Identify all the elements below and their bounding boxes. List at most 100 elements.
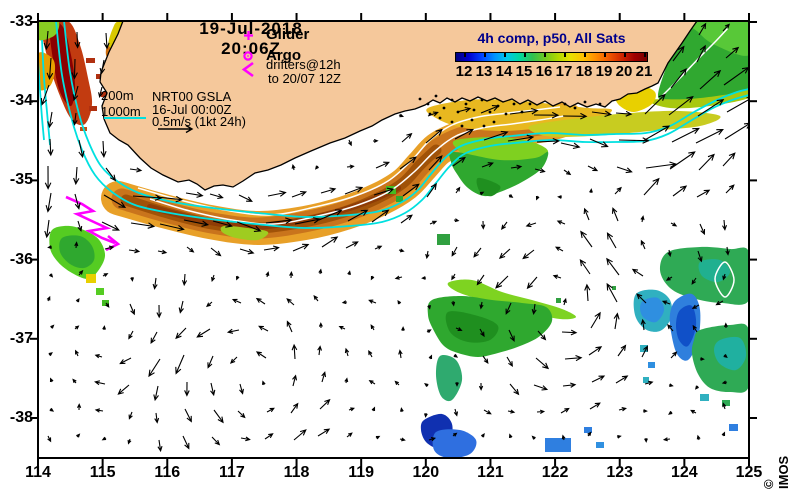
current-arrow — [399, 437, 406, 442]
colorbar-tick-label: 17 — [555, 63, 573, 80]
current-arrow — [47, 111, 54, 129]
current-arrow — [150, 331, 158, 345]
sst-patch — [596, 442, 604, 448]
current-arrow — [156, 195, 184, 203]
current-arrow — [47, 435, 52, 443]
current-arrow — [613, 312, 620, 330]
current-arrow — [722, 273, 727, 281]
current-arrow — [533, 384, 549, 391]
sst-patch — [476, 177, 501, 197]
sst-white-contour — [149, 115, 565, 225]
current-arrow — [699, 69, 722, 90]
colorbar-tick — [624, 53, 626, 57]
argo-icon — [242, 49, 254, 67]
current-arrow — [255, 351, 267, 359]
legend-drifters-line2: to 20/07 12Z — [268, 71, 341, 86]
colorbar-tick-label: 19 — [595, 63, 613, 80]
current-arrow — [226, 328, 240, 334]
current-arrow — [691, 304, 700, 309]
current-arrow — [319, 398, 331, 410]
current-arrow — [344, 186, 364, 195]
island-dot — [563, 102, 567, 106]
current-arrow — [690, 409, 697, 414]
current-arrow — [338, 325, 346, 330]
current-arrow — [425, 128, 443, 144]
current-arrow — [156, 304, 162, 319]
current-arrow — [293, 429, 307, 441]
current-arrow — [370, 324, 375, 331]
current-arrow — [508, 433, 513, 439]
current-arrow — [479, 328, 485, 338]
current-arrow — [317, 345, 323, 356]
current-arrow — [671, 127, 700, 143]
current-arrow — [132, 194, 163, 201]
current-arrow — [591, 375, 606, 383]
current-arrow — [669, 151, 696, 170]
colorbar-tick-label: 14 — [495, 63, 513, 80]
current-arrow — [721, 380, 728, 385]
current-arrow — [480, 105, 500, 114]
current-arrow — [74, 241, 79, 249]
current-arrow — [292, 243, 310, 252]
current-arrow — [644, 437, 648, 443]
current-arrow — [501, 221, 508, 231]
current-arrow — [236, 221, 262, 232]
current-arrow — [102, 273, 109, 277]
current-arrow — [71, 58, 78, 80]
sst-patch — [435, 354, 463, 402]
island-dot — [472, 108, 476, 112]
map-datetime: 19-Jul-2018 20:06Z — [170, 19, 332, 59]
current-arrow — [561, 434, 566, 441]
current-arrow — [421, 276, 427, 280]
colorbar-tick — [524, 53, 526, 57]
island-dot — [480, 98, 484, 102]
current-arrow — [480, 433, 485, 438]
current-arrow — [127, 438, 132, 445]
current-arrow — [265, 217, 293, 224]
current-arrow — [483, 130, 509, 141]
current-arrow — [371, 209, 390, 223]
island-dot — [492, 120, 496, 124]
isobath-contour — [55, 21, 749, 229]
current-arrow — [556, 220, 566, 225]
colorbar-tick-label: 12 — [455, 63, 473, 80]
current-arrow — [454, 128, 475, 140]
current-arrow — [427, 111, 439, 117]
current-arrow — [157, 249, 168, 255]
current-arrow — [692, 324, 698, 333]
current-arrow — [453, 408, 459, 417]
x-tick-label: 125 — [735, 464, 763, 481]
current-arrow — [533, 111, 560, 119]
current-arrow — [507, 409, 516, 414]
current-arrow — [579, 258, 591, 275]
current-arrow — [129, 303, 136, 316]
current-arrow — [552, 274, 562, 279]
current-arrow — [213, 409, 224, 424]
current-arrow — [426, 329, 432, 334]
current-arrow — [536, 137, 561, 145]
sst-patch — [396, 196, 403, 202]
current-arrow — [291, 190, 308, 198]
current-arrow — [368, 349, 373, 358]
sst-patch — [729, 424, 738, 431]
current-arrow — [128, 248, 141, 254]
product-time: 16-Jul 00:00Z — [152, 101, 232, 117]
current-arrow — [373, 187, 395, 196]
current-arrow — [670, 222, 678, 227]
current-arrow — [536, 409, 546, 414]
isobath-contour — [63, 21, 749, 218]
current-arrow — [495, 275, 509, 289]
sst-patch — [528, 110, 721, 137]
current-arrow — [119, 357, 132, 365]
colorbar-tick-label: 13 — [475, 63, 493, 80]
current-arrow — [564, 354, 583, 362]
current-arrow — [725, 184, 735, 194]
sst-patch — [584, 427, 592, 433]
sst-patch — [612, 286, 616, 290]
current-arrow — [104, 245, 115, 251]
current-arrow — [591, 110, 613, 118]
current-arrow — [290, 402, 299, 414]
sst-patch — [700, 394, 709, 401]
current-arrow — [479, 191, 485, 196]
current-arrow — [181, 273, 188, 287]
